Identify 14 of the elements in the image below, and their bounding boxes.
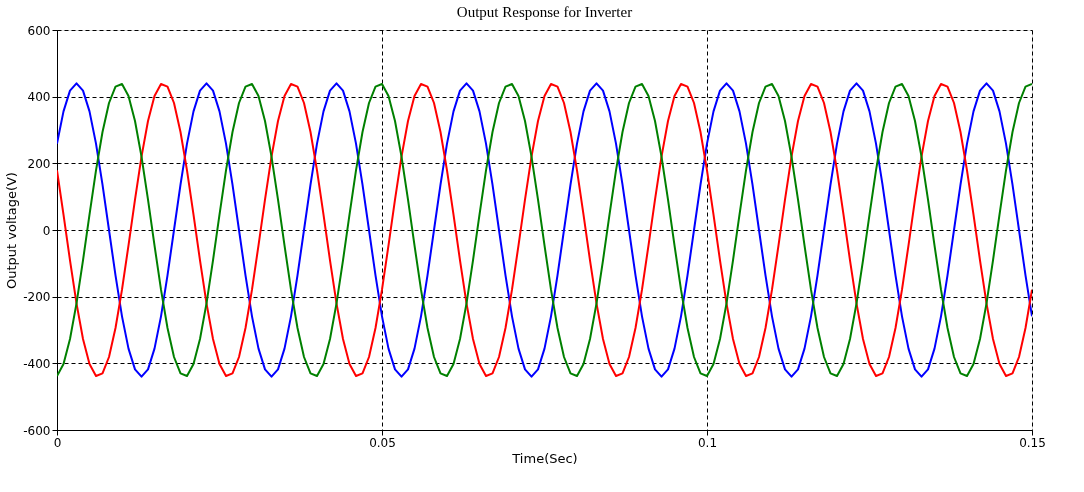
x-tick-label: 0 — [53, 435, 62, 450]
y-tick-label: 600 — [27, 23, 51, 38]
y-tick-label: -400 — [23, 356, 51, 371]
x-axis-title: Time(Sec) — [511, 450, 578, 466]
x-tick-label: 0.15 — [1019, 435, 1046, 450]
y-tick-label: 0 — [42, 223, 51, 238]
y-tick-label: 200 — [27, 156, 51, 171]
x-tick-label: 0.05 — [369, 435, 396, 450]
chart-title: Output Response for Inverter — [456, 4, 633, 20]
y-tick-label: -600 — [23, 423, 51, 438]
y-tick-label: 400 — [27, 90, 51, 105]
x-tick-label: 0.1 — [697, 435, 718, 450]
y-axis-title: Output voltage(V) — [4, 172, 20, 289]
y-tick-label: -200 — [23, 290, 51, 305]
